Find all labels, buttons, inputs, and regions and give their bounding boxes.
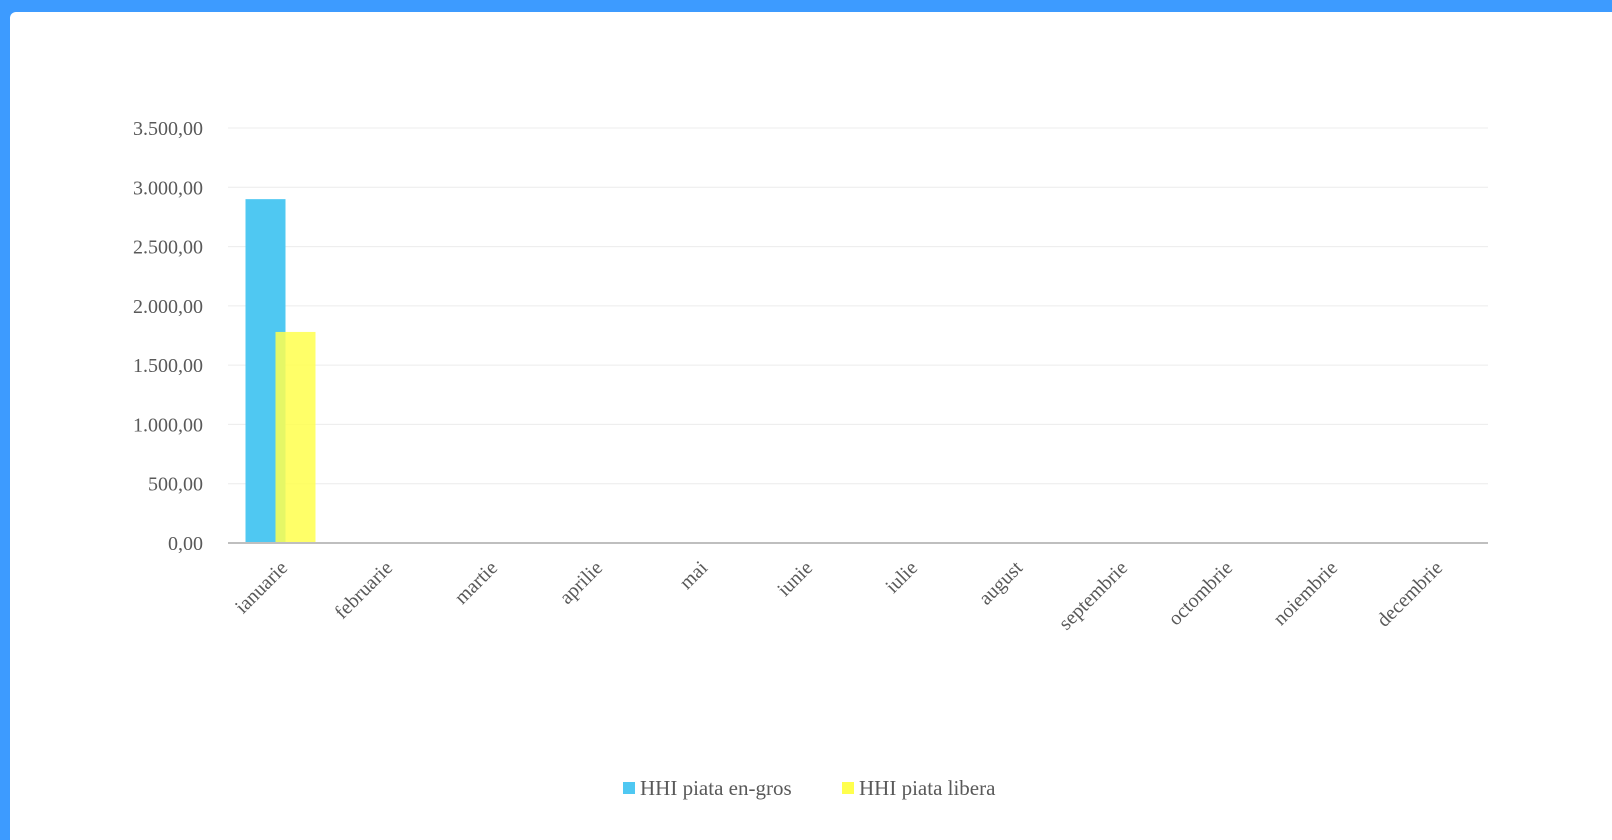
bar-libera-ianuarie — [275, 331, 316, 543]
legend-label: HHI piata libera — [859, 776, 996, 800]
x-tick-label: iulie — [881, 557, 922, 598]
legend-swatch — [842, 782, 854, 794]
bars — [245, 199, 316, 543]
x-tick-label: aprilie — [555, 557, 607, 609]
legend: HHI piata en-gros HHI piata libera — [623, 776, 996, 800]
x-axis-ticks: ianuarie februarie martie aprilie mai iunie iu… — [231, 557, 1447, 635]
x-tick-label: decembrie — [1373, 557, 1448, 632]
x-tick-label: august — [975, 557, 1028, 610]
y-tick-label: 0,00 — [168, 533, 203, 555]
legend-swatch — [623, 782, 635, 794]
x-tick-label: noiembrie — [1269, 557, 1342, 630]
y-tick-label: 2.000,00 — [133, 296, 203, 318]
y-tick-label: 500,00 — [148, 474, 203, 496]
y-tick-label: 1.000,00 — [133, 414, 203, 436]
y-axis-ticks: 0,00 500,00 1.000,00 1.500,00 2.000,00 2.500,… — [133, 118, 203, 555]
chart-frame: 0,00 500,00 1.000,00 1.500,00 2.000,00 2.500,… — [10, 12, 1612, 840]
y-tick-label: 2.500,00 — [133, 237, 203, 259]
x-tick-label: octombrie — [1164, 557, 1237, 630]
bar-chart: 0,00 500,00 1.000,00 1.500,00 2.000,00 2.500,… — [133, 118, 1488, 800]
y-tick-label: 3.500,00 — [133, 118, 203, 140]
x-tick-label: februarie — [330, 557, 397, 624]
legend-label: HHI piata en-gros — [640, 776, 792, 800]
x-tick-label: mai — [675, 557, 712, 594]
x-tick-label: martie — [450, 557, 502, 609]
x-tick-label: septembrie — [1054, 557, 1132, 635]
x-tick-label: iunie — [773, 557, 817, 601]
gridlines — [228, 127, 1488, 485]
x-tick-label: ianuarie — [231, 557, 292, 618]
y-tick-label: 1.500,00 — [133, 355, 203, 377]
y-tick-label: 3.000,00 — [133, 177, 203, 199]
